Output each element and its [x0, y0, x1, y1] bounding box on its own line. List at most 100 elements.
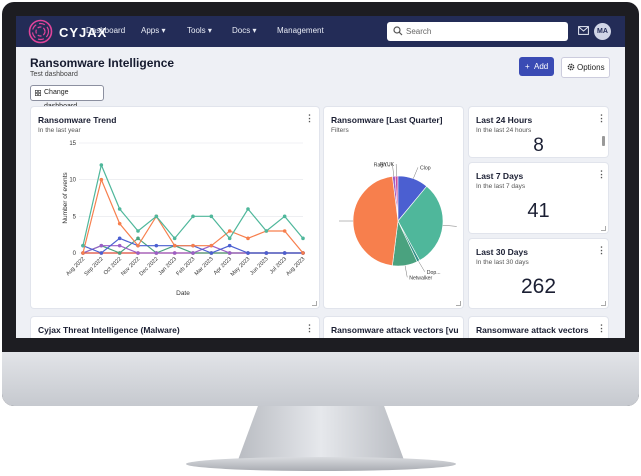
data-point [117, 207, 122, 211]
search-icon [393, 26, 403, 36]
kebab-menu-icon[interactable]: ⋮ [597, 245, 606, 255]
data-point [99, 251, 104, 255]
data-point [264, 251, 269, 255]
resize-handle-icon[interactable] [456, 301, 461, 306]
card-subtitle: In the last 7 days [476, 183, 526, 190]
data-point [227, 243, 232, 248]
y-axis-label: Number of events [62, 172, 69, 224]
add-button[interactable]: + Add [519, 57, 554, 76]
card-title: Cyjax Threat Intelligence (Malware) [38, 325, 180, 335]
card-title: Last 24 Hours [476, 115, 533, 125]
resize-handle-icon[interactable] [312, 301, 317, 306]
data-point [301, 251, 305, 255]
attack-vectors-card: Ransomware attack vectors ⋮ [469, 317, 608, 338]
x-tick-label: Aug 2023 [285, 256, 306, 277]
monitor-base [186, 457, 456, 471]
gear-icon [567, 63, 575, 71]
card-title: Ransomware [Last Quarter] [331, 115, 443, 125]
pie-leader-line [418, 260, 426, 272]
user-avatar[interactable]: MA [594, 23, 611, 40]
nav-docs[interactable]: Docs ▾ [232, 26, 257, 35]
data-point [117, 221, 122, 226]
top-nav: CYJAX Dashboard Apps ▾ Tools ▾ Docs ▾ Ma… [16, 16, 625, 47]
data-point [172, 236, 177, 241]
card-title: Last 30 Days [476, 247, 528, 257]
data-point [154, 251, 159, 255]
data-point [227, 229, 232, 233]
data-point [191, 243, 195, 248]
change-dashboard-button[interactable]: Change dashboard [30, 85, 104, 110]
data-point [227, 251, 232, 255]
data-point [282, 251, 287, 255]
brand-name[interactable]: CYJAX [59, 25, 108, 40]
x-tick-label: Dec 2022 [139, 256, 160, 277]
pie-leader-line [404, 265, 408, 278]
pie-slice-label: Dop... [427, 270, 441, 276]
monitor-stand [238, 406, 404, 460]
data-point [301, 236, 305, 241]
data-point [209, 251, 214, 255]
search-placeholder: Search [406, 27, 432, 36]
kebab-menu-icon[interactable]: ⋮ [597, 323, 606, 333]
data-point [246, 251, 250, 255]
data-point [172, 243, 177, 248]
card-subtitle: In the last year [38, 127, 81, 134]
count-value: 8 [533, 135, 544, 156]
cyjax-logo-icon[interactable] [28, 19, 53, 44]
data-point [246, 236, 250, 241]
data-point [191, 214, 195, 219]
mail-icon[interactable] [578, 26, 589, 35]
kebab-menu-icon[interactable]: ⋮ [305, 323, 314, 333]
data-point [154, 243, 159, 248]
pie-slice-label: Netwalker [409, 275, 432, 281]
card-title: Ransomware attack vectors [476, 325, 589, 335]
nav-management[interactable]: Management [277, 26, 324, 35]
scrollbar[interactable] [602, 136, 605, 146]
nav-dashboard[interactable]: Dashboard [86, 26, 126, 35]
pie-leader-line [392, 164, 395, 177]
nav-tools[interactable]: Tools ▾ [187, 26, 212, 35]
change-dashboard-label: Change dashboard [44, 89, 77, 110]
data-point [191, 251, 195, 255]
nav-apps[interactable]: Apps ▾ [141, 26, 166, 35]
pie-slice-label: RYUK [380, 162, 395, 168]
last-7-days-card: Last 7 Days In the last 7 days ⋮ 41 [469, 163, 608, 233]
kebab-menu-icon[interactable]: ⋮ [597, 169, 606, 179]
card-subtitle: In the last 30 days [476, 259, 529, 266]
quarter-pie-chart: Ragn...RYUK Clop Dop...Netwalker [339, 162, 457, 281]
y-tick-label: 5 [73, 214, 77, 220]
page-subtitle: Test dashboard [30, 71, 78, 78]
options-button[interactable]: Options [561, 57, 610, 78]
data-point [117, 251, 122, 255]
data-point [172, 251, 177, 255]
monitor-chin [2, 352, 639, 406]
data-point [227, 236, 232, 241]
data-point [99, 163, 104, 167]
card-title: Ransomware attack vectors [vu [331, 325, 459, 335]
y-tick-label: 10 [69, 178, 76, 184]
x-tick-label: Sep 2022 [84, 256, 105, 277]
page-title: Ransomware Intelligence [30, 56, 175, 70]
x-tick-label: Feb 2023 [175, 256, 196, 277]
resize-handle-icon[interactable] [601, 226, 606, 231]
data-point [264, 229, 269, 233]
attack-vectors-vu-card: Ransomware attack vectors [vu [324, 317, 463, 338]
ransomware-trend-card: Ransomware Trend In the last year ⋮ 0 5 10… [31, 107, 319, 308]
search-input[interactable]: Search [387, 22, 568, 41]
resize-handle-icon[interactable] [601, 301, 606, 306]
kebab-menu-icon[interactable]: ⋮ [305, 113, 314, 123]
data-point [81, 243, 85, 248]
data-point [99, 177, 104, 182]
y-tick-label: 0 [73, 251, 77, 257]
x-axis-label: Date [176, 290, 190, 297]
data-point [282, 229, 287, 233]
x-tick-label: Jun 2023 [249, 256, 270, 277]
data-point [117, 236, 122, 241]
x-tick-label: May 2023 [230, 256, 252, 278]
kebab-menu-icon[interactable]: ⋮ [597, 113, 606, 123]
options-label: Options [577, 63, 605, 72]
screen: CYJAX Dashboard Apps ▾ Tools ▾ Docs ▾ Ma… [16, 16, 625, 338]
pie-leader-line [442, 224, 457, 227]
data-point [209, 243, 214, 248]
